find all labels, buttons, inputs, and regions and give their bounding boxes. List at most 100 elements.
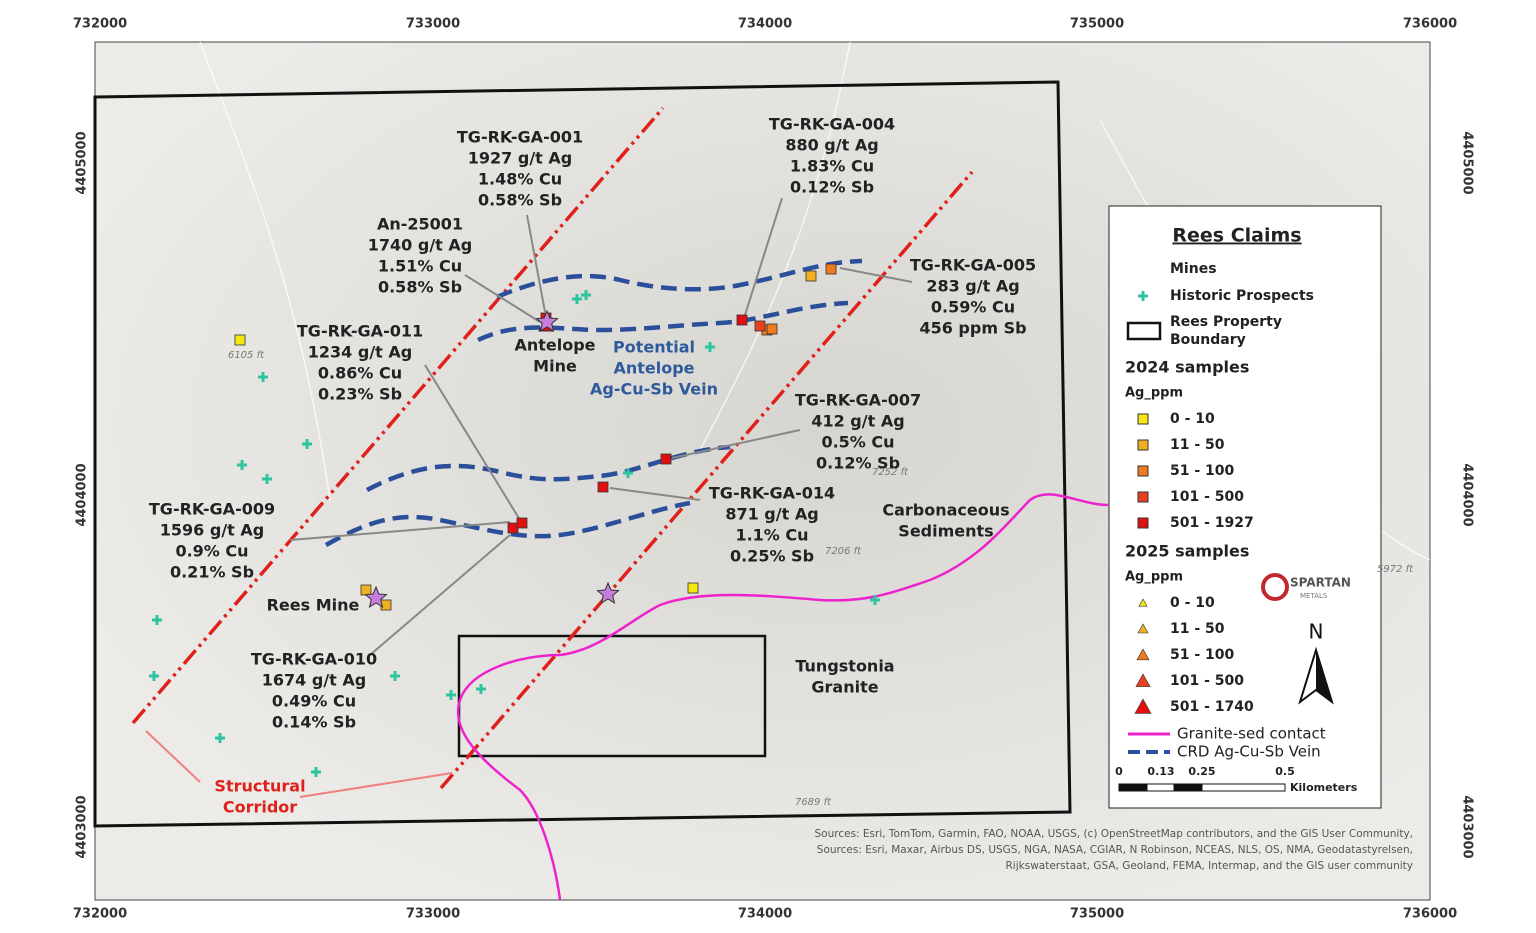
legend-triangle xyxy=(1137,623,1149,634)
historic-prospect xyxy=(311,767,321,777)
source-text: Sources: Esri, Maxar, Airbus DS, USGS, N… xyxy=(817,844,1413,856)
granite-contact xyxy=(456,493,1109,901)
callout-text: 1.51% Cu xyxy=(378,257,462,276)
x-coord-label: 734000 xyxy=(738,17,792,32)
elevation-label: 5972 ft xyxy=(1377,564,1414,575)
callout-text: 0.59% Cu xyxy=(931,298,1015,317)
callout-text: 1740 g/t Ag xyxy=(368,236,472,255)
scale-tick: 0 xyxy=(1115,765,1123,778)
source-text: Rijkswaterstaat, GSA, Geoland, FEMA, Int… xyxy=(1006,860,1413,872)
legend-label: CRD Ag-Cu-Sb Vein xyxy=(1177,743,1321,761)
y-coord-label: 4404000 xyxy=(75,463,90,526)
callout-text: 283 g/t Ag xyxy=(926,277,1019,296)
historic-prospect xyxy=(237,460,247,470)
place-label: Granite xyxy=(811,678,878,697)
place-label: Tungstonia xyxy=(795,657,894,676)
x-coord-label: 733000 xyxy=(406,907,460,922)
legend-label: 0 - 10 xyxy=(1170,595,1215,611)
scale-tick: 0.25 xyxy=(1188,765,1215,778)
scale-segment xyxy=(1118,783,1148,792)
legend-label: 101 - 500 xyxy=(1170,489,1244,505)
callout-text: TG-RK-GA-001 xyxy=(457,128,583,147)
place-label: Structural xyxy=(214,777,305,796)
y-coord-label: 4403000 xyxy=(1460,795,1475,858)
callout-text: 1927 g/t Ag xyxy=(468,149,572,168)
legend-triangle xyxy=(1134,698,1152,714)
legend-field: Ag_ppm xyxy=(1125,570,1183,585)
legend-label: Historic Prospects xyxy=(1170,288,1314,304)
sample-2024 xyxy=(360,584,372,596)
callout-text: 1596 g/t Ag xyxy=(160,521,264,540)
callout-text: TG-RK-GA-011 xyxy=(297,322,423,341)
sample-2024 xyxy=(687,582,699,594)
callout-text: 0.58% Sb xyxy=(378,278,462,297)
sample-2024 xyxy=(805,270,817,282)
logo-text: SPARTAN xyxy=(1290,576,1351,590)
callout-text: 1674 g/t Ag xyxy=(262,671,366,690)
callout-text: TG-RK-GA-005 xyxy=(910,256,1036,275)
legend-label: 0 - 10 xyxy=(1170,411,1215,427)
x-coord-label: 735000 xyxy=(1070,17,1124,32)
sample-2024 xyxy=(597,481,609,493)
callout-text: 0.14% Sb xyxy=(272,713,356,732)
sample-2024 xyxy=(507,522,519,534)
mine xyxy=(364,585,388,608)
mine xyxy=(596,581,620,604)
callout-text: TG-RK-GA-010 xyxy=(251,650,377,669)
callout-text: 0.5% Cu xyxy=(821,433,894,452)
callout-text: 412 g/t Ag xyxy=(811,412,904,431)
legend-square xyxy=(1137,491,1149,503)
sample-2024 xyxy=(234,334,246,346)
callout-text: 1234 g/t Ag xyxy=(308,343,412,362)
legend-square xyxy=(1137,413,1149,425)
elevation-label: 7206 ft xyxy=(825,546,862,557)
legend-boundary-swatch xyxy=(1126,321,1162,341)
historic-prospect xyxy=(262,474,272,484)
elevation-label: 6105 ft xyxy=(228,350,265,361)
place-label: Antelope xyxy=(514,336,595,355)
callout-text: 0.12% Sb xyxy=(790,178,874,197)
callout-text: An-25001 xyxy=(377,215,463,234)
legend-label: 11 - 50 xyxy=(1170,621,1225,637)
callout-text: 880 g/t Ag xyxy=(785,136,878,155)
legend-triangle xyxy=(1138,598,1148,607)
mine xyxy=(535,309,559,332)
sample-2024 xyxy=(754,320,766,332)
scale-segment xyxy=(1146,783,1175,792)
scale-unit: Kilometers xyxy=(1290,781,1358,794)
historic-prospect xyxy=(476,684,486,694)
x-coord-label: 732000 xyxy=(73,17,127,32)
x-coord-label: 736000 xyxy=(1403,907,1457,922)
place-label: Rees Mine xyxy=(267,596,360,615)
callout-text: 1.48% Cu xyxy=(478,170,562,189)
historic-prospect xyxy=(152,615,162,625)
historic-prospect xyxy=(705,342,715,352)
y-coord-label: 4405000 xyxy=(1460,131,1475,194)
callout-text: 0.49% Cu xyxy=(272,692,356,711)
legend-box xyxy=(1108,205,1382,809)
scale-tick: 0.5 xyxy=(1275,765,1295,778)
callout-text: 871 g/t Ag xyxy=(725,505,818,524)
callout-text: 456 ppm Sb xyxy=(919,319,1026,338)
legend-label: 101 - 500 xyxy=(1170,673,1244,689)
callout-text: 0.86% Cu xyxy=(318,364,402,383)
legend-label: 501 - 1740 xyxy=(1170,699,1254,715)
historic-prospect xyxy=(581,290,591,300)
place-label: Antelope xyxy=(613,359,694,378)
historic-prospect xyxy=(258,372,268,382)
property-boundary xyxy=(93,80,1072,828)
callout-text: 0.25% Sb xyxy=(730,547,814,566)
historic-prospect xyxy=(149,671,159,681)
historic-prospect xyxy=(623,468,633,478)
x-coord-label: 734000 xyxy=(738,907,792,922)
callout-text: 0.21% Sb xyxy=(170,563,254,582)
north-label: N xyxy=(1309,620,1324,644)
x-coord-label: 735000 xyxy=(1070,907,1124,922)
callout-text: 1.1% Cu xyxy=(735,526,808,545)
historic-prospect xyxy=(572,294,582,304)
sample-2024 xyxy=(736,314,748,326)
legend-square xyxy=(1137,439,1149,451)
place-label: Potential xyxy=(613,338,695,357)
historic-prospect xyxy=(870,595,880,605)
